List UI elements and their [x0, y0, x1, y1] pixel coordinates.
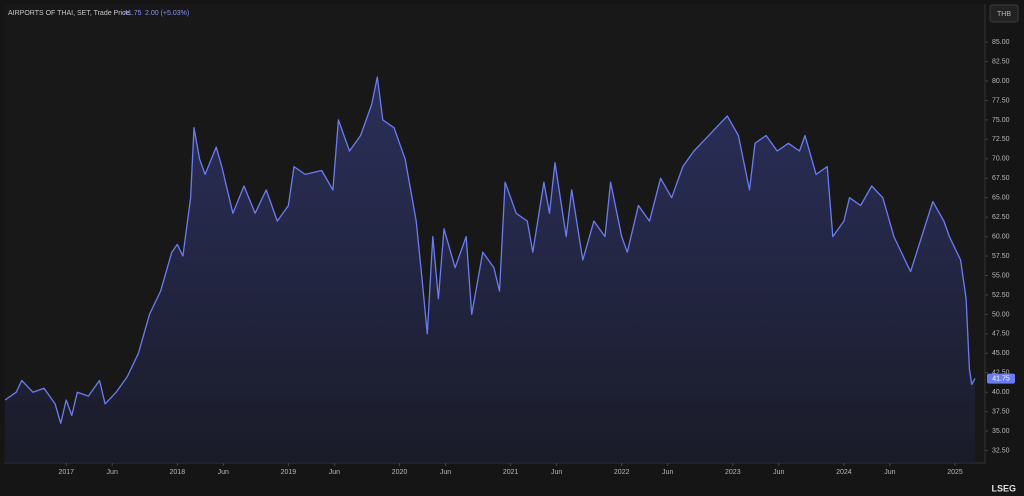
- y-tick-label: 37.50: [992, 408, 1010, 415]
- y-tick-label: 47.50: [992, 331, 1010, 338]
- y-tick-label: 67.50: [992, 175, 1010, 182]
- x-tick-label: 2017: [58, 469, 74, 476]
- currency-box[interactable]: [989, 4, 1019, 23]
- x-tick-label: 2018: [170, 469, 186, 476]
- x-tick-label: Jun: [551, 469, 562, 476]
- y-tick-label: 65.00: [992, 195, 1010, 202]
- y-tick-label: 35.00: [992, 428, 1010, 435]
- area: [5, 77, 976, 463]
- y-tick-label: 80.00: [992, 78, 1010, 85]
- y-tick-label: 82.50: [992, 58, 1010, 65]
- y-tick-label: 70.00: [992, 156, 1010, 163]
- x-tick-label: 2019: [281, 469, 297, 476]
- chart-title: AIRPORTS OF THAI, SET, Trade Price: [8, 10, 130, 17]
- x-tick-label: 2022: [614, 469, 630, 476]
- x-tick-label: Jun: [773, 469, 784, 476]
- currency-label[interactable]: THB: [997, 11, 1011, 18]
- x-tick-label: Jun: [440, 469, 451, 476]
- x-tick-label: 2020: [392, 469, 408, 476]
- y-tick-label: 57.50: [992, 253, 1010, 260]
- y-tick-label: 85.00: [992, 39, 1010, 46]
- y-tick-label: 77.50: [992, 97, 1010, 104]
- y-tick-label: 42.50: [992, 370, 1010, 377]
- header-last-price: 41.75: [124, 10, 142, 17]
- y-tick-label: 62.50: [992, 214, 1010, 221]
- y-tick-label: 60.00: [992, 233, 1010, 240]
- y-tick-label: 45.00: [992, 350, 1010, 357]
- y-tick-label: 52.50: [992, 292, 1010, 299]
- price-line: [4, 76, 976, 424]
- x-tick-label: Jun: [218, 469, 229, 476]
- y-tick-label: 75.00: [992, 117, 1010, 124]
- x-tick-label: 2023: [725, 469, 741, 476]
- x-tick-label: Jun: [884, 469, 895, 476]
- last-price-tag: [987, 373, 1015, 384]
- y-tick-label: 55.00: [992, 272, 1010, 279]
- y-tick-label: 40.00: [992, 389, 1010, 396]
- x-tick-label: Jun: [107, 469, 118, 476]
- brand-logo: LSEG: [991, 483, 1016, 493]
- x-tick-label: 2021: [503, 469, 519, 476]
- y-tick-label: 32.50: [992, 447, 1010, 454]
- x-tick-label: Jun: [329, 469, 340, 476]
- x-tick-label: 2024: [836, 469, 852, 476]
- header-change: 2.00 (+5.03%): [145, 10, 189, 17]
- last-price-label: 41.75: [992, 375, 1010, 382]
- x-tick-label: 2025: [947, 469, 963, 476]
- y-tick-label: 72.50: [992, 136, 1010, 143]
- x-tick-label: Jun: [662, 469, 673, 476]
- y-tick-label: 50.00: [992, 311, 1010, 318]
